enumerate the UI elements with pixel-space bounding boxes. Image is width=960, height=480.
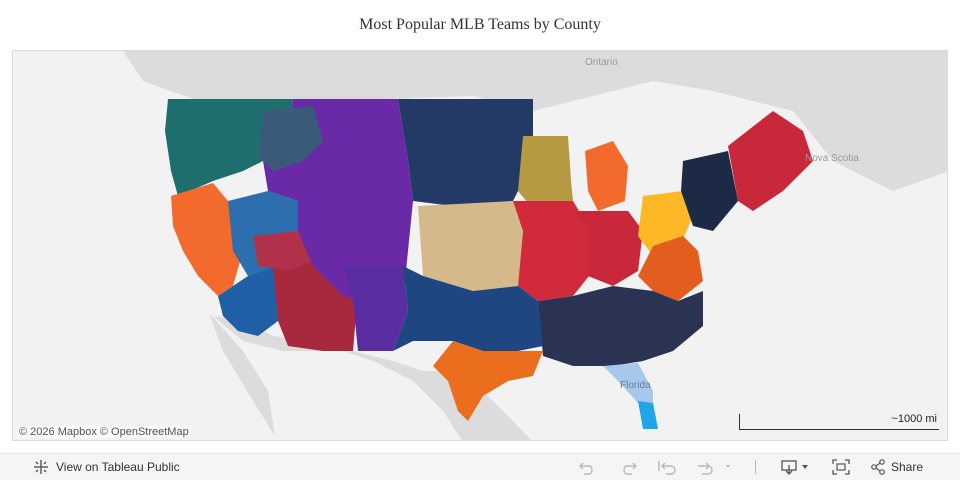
region-tigers[interactable]: [585, 141, 628, 211]
region-rays[interactable]: [638, 401, 658, 429]
lake-michigan: [568, 131, 588, 211]
region-giants[interactable]: [171, 183, 243, 296]
map-view[interactable]: Ontario Nova Scotia Florida © 2026 Mapbo…: [12, 50, 948, 441]
region-redsox[interactable]: [728, 111, 813, 211]
region-twins[interactable]: [398, 99, 533, 206]
revert-icon: [658, 461, 676, 475]
region-braves[interactable]: [538, 286, 703, 366]
chevron-down-icon: [726, 465, 730, 468]
region-new-mexico[interactable]: [343, 266, 408, 351]
download-button[interactable]: [780, 458, 812, 476]
refresh-icon: [698, 462, 730, 475]
region-yankees[interactable]: [681, 151, 738, 231]
region-utah[interactable]: [253, 231, 313, 271]
scale-bar: ~1000 mi: [739, 413, 939, 430]
undo-icon: [579, 462, 593, 475]
region-montana-mix[interactable]: [258, 106, 323, 171]
region-marlins[interactable]: [603, 363, 653, 406]
baja-land: [209, 313, 275, 436]
toolbar-separator: [755, 460, 756, 474]
region-brewers[interactable]: [518, 136, 573, 209]
view-on-public-label: View on Tableau Public: [56, 460, 180, 474]
map-canvas[interactable]: [13, 51, 948, 441]
region-dodgers[interactable]: [218, 266, 288, 336]
label-ontario: Ontario: [585, 57, 618, 68]
viz-title: Most Popular MLB Teams by County: [359, 16, 601, 33]
view-on-public-button[interactable]: View on Tableau Public: [32, 458, 180, 476]
region-rangers[interactable]: [393, 266, 543, 351]
region-orioles[interactable]: [638, 236, 703, 301]
redo-icon: [623, 462, 637, 475]
share-button[interactable]: Share: [870, 458, 923, 476]
tableau-logo-icon: [34, 460, 48, 474]
scale-bar-label: ~1000 mi: [891, 413, 937, 425]
region-reds[interactable]: [573, 211, 643, 286]
label-florida: Florida: [620, 380, 651, 391]
fullscreen-button[interactable]: [831, 458, 851, 476]
lake-superior: [523, 106, 623, 135]
map-attribution[interactable]: © 2026 Mapbox © OpenStreetMap: [17, 426, 191, 438]
region-cardinals[interactable]: [513, 201, 593, 301]
canada-land: [123, 51, 947, 191]
fullscreen-icon: [832, 459, 850, 475]
revert-button[interactable]: [657, 458, 677, 476]
mexico-land: [213, 316, 532, 440]
refresh-button[interactable]: [695, 458, 735, 476]
undo-button[interactable]: [578, 458, 598, 476]
region-astros[interactable]: [433, 341, 543, 421]
share-label: Share: [891, 460, 924, 474]
tableau-toolbar: View on Tableau Public: [0, 453, 960, 480]
region-royals[interactable]: [418, 201, 523, 291]
redo-button[interactable]: [618, 458, 638, 476]
label-nova-scotia: Nova Scotia: [805, 153, 859, 164]
region-mariners[interactable]: [165, 99, 293, 196]
share-icon: [871, 459, 885, 475]
download-icon: [781, 460, 808, 475]
